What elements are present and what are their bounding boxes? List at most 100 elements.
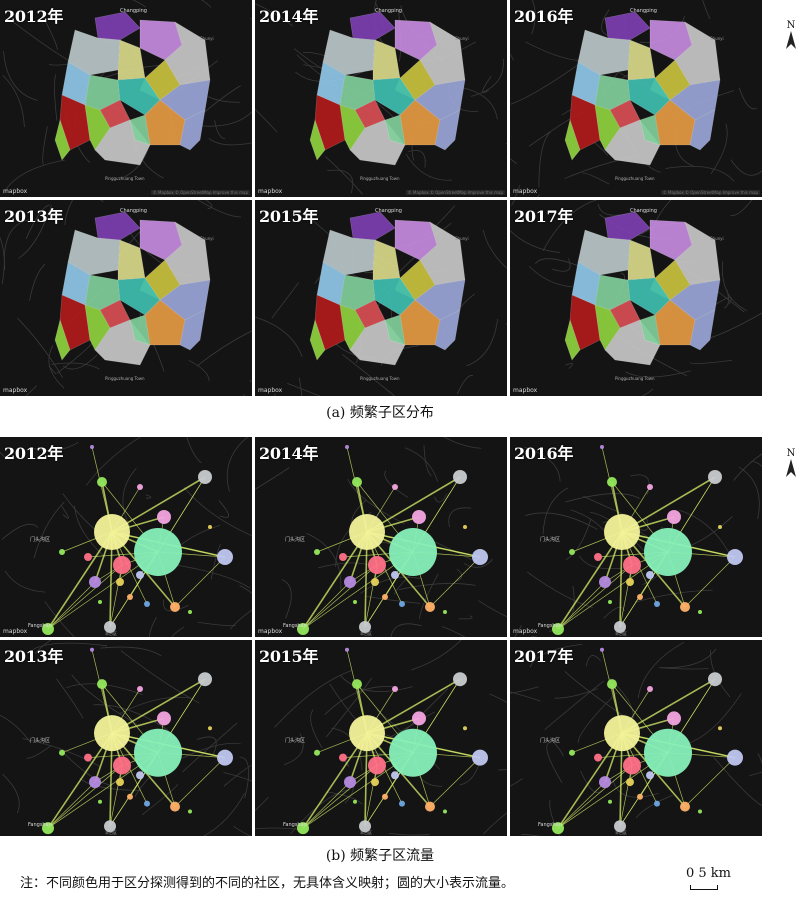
flow-node: [599, 576, 611, 588]
flow-link: [302, 781, 351, 829]
map-attribution: © Mapbox © OpenStreetMap Improve this ma…: [660, 190, 760, 195]
flow-node: [136, 771, 144, 780]
place-label: Pingguzhuang Town: [360, 376, 400, 381]
map-attribution: © Mapbox © OpenStreetMap Improve this ma…: [405, 190, 505, 195]
flow-node: [399, 800, 405, 807]
flow-node: [297, 623, 309, 635]
year-label: 2016年: [514, 444, 574, 463]
district-region: [569, 294, 601, 351]
place-label: 丰台区: [105, 630, 117, 636]
flow-link: [302, 765, 378, 829]
flow-node: [644, 728, 692, 777]
flow-node: [654, 601, 660, 607]
flow-node: [134, 728, 182, 777]
north-label: N: [786, 448, 796, 459]
flow-node: [116, 578, 124, 586]
flow-node: [718, 726, 722, 731]
district-region: [314, 94, 346, 151]
flow-node: [89, 576, 101, 588]
flow-links: [557, 649, 736, 829]
year-label: 2014年: [259, 444, 319, 463]
flow-link: [621, 476, 716, 533]
flow-node: [425, 602, 435, 612]
flow-node: [604, 514, 640, 550]
map-panel-a-2015: Changping Shunyi Pingguzhuang Town 2015年 m…: [255, 200, 507, 396]
place-label: Changping: [375, 208, 402, 214]
place-label: Shunyi: [455, 36, 469, 41]
flow-node: [371, 578, 379, 586]
district-region: [569, 94, 601, 151]
flow-link: [302, 564, 378, 630]
place-label: Fangshan: [28, 822, 52, 828]
flow-node: [637, 594, 643, 600]
mapbox-logo: mapbox: [258, 387, 283, 394]
flow-node: [208, 726, 212, 731]
flow-node: [42, 822, 54, 835]
place-label: 丰台区: [615, 829, 627, 835]
flow-node: [345, 445, 349, 449]
flow-node: [569, 549, 575, 555]
flow-node: [453, 470, 467, 484]
flow-node: [614, 820, 626, 833]
flow-node: [94, 514, 130, 550]
flow-node: [425, 801, 435, 812]
footnote: 注：不同颜色用于区分探测得到的不同的社区，无具体含义映射；圆的大小表示流量。: [20, 876, 515, 891]
mapbox-logo: mapbox: [258, 188, 283, 195]
district-map: Changping Shunyi Pingguzhuang Town: [2, 0, 252, 194]
flow-link: [557, 781, 606, 829]
flow-link: [684, 556, 736, 608]
flow-node: [647, 686, 653, 692]
flow-node: [352, 477, 362, 487]
flow-links: [557, 446, 736, 630]
place-label: Shunyi: [710, 236, 724, 241]
flow-node: [89, 776, 101, 789]
mapbox-logo: mapbox: [513, 628, 538, 635]
place-label: 丰台区: [360, 630, 372, 636]
flow-panel-b-2013: 门头沟区 丰台区 Fangshan 2013年: [0, 640, 252, 836]
flow-link: [47, 564, 123, 630]
place-label: 丰台区: [615, 630, 627, 636]
district-map: Changping Shunyi Pingguzhuang Town: [510, 200, 762, 396]
flow-node: [352, 679, 362, 690]
map-panel-a-2013: Changping Shunyi Pingguzhuang Town 2013年 m…: [0, 200, 252, 396]
flow-panel-b-2014: 门头沟区 丰台区 Fangshan 2014年 mapbox: [255, 437, 507, 637]
flow-node: [297, 822, 309, 835]
flow-node: [412, 711, 426, 726]
flow-nodes: [297, 647, 488, 835]
year-label: 2014年: [259, 7, 319, 26]
place-label: Fangshan: [283, 822, 307, 828]
flow-node: [97, 679, 107, 690]
flow-panel-b-2017: 门头沟区 丰台区 Fangshan 2017年: [510, 640, 762, 836]
flow-node: [84, 553, 92, 561]
flow-node: [389, 728, 437, 777]
district-region: [54, 318, 71, 361]
district-region: [129, 114, 151, 146]
mapbox-logo: mapbox: [513, 387, 538, 394]
flow-node: [94, 715, 130, 752]
flow-node: [443, 809, 447, 814]
year-label: 2017年: [514, 207, 574, 226]
caption-a: (a) 频繁子区分布: [326, 405, 434, 421]
flow-link: [302, 732, 368, 829]
flow-link: [557, 531, 623, 630]
flow-node: [626, 578, 634, 586]
place-label: Fangshan: [283, 623, 307, 629]
district-regions: [54, 211, 211, 366]
flow-node: [382, 594, 388, 600]
flow-node: [371, 778, 379, 787]
flow-node: [353, 600, 357, 604]
flow-node: [314, 549, 320, 555]
place-label: Changping: [630, 208, 657, 214]
flow-node: [680, 801, 690, 812]
district-region: [639, 114, 661, 146]
flow-links: [47, 446, 226, 630]
flow-node: [59, 549, 65, 555]
flow-node: [608, 799, 612, 804]
place-label: 门头沟区: [285, 737, 305, 744]
district-region: [639, 314, 661, 346]
district-region: [604, 11, 651, 41]
flow-link: [174, 556, 226, 608]
scale-label: 0 5 km: [686, 866, 732, 881]
